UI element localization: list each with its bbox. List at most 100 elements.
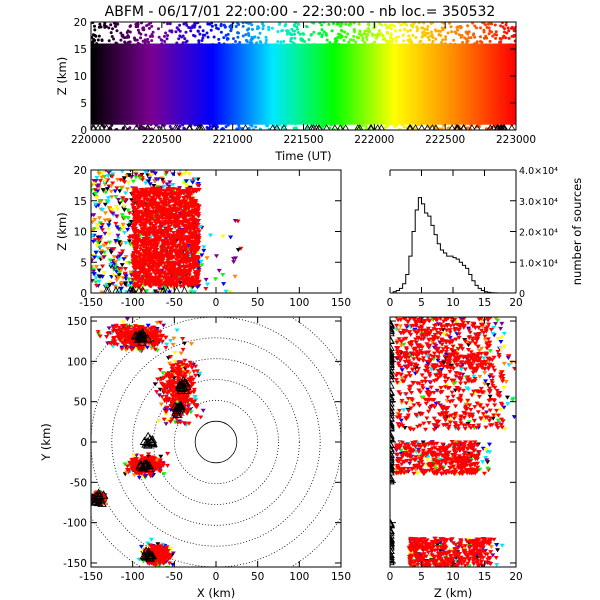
source-point bbox=[95, 240, 101, 245]
source-point bbox=[385, 31, 389, 35]
source-point bbox=[487, 45, 491, 49]
source-point bbox=[181, 278, 187, 283]
ground-marker bbox=[103, 286, 111, 293]
source-point bbox=[107, 39, 111, 43]
source-point bbox=[169, 127, 173, 130]
source-point bbox=[99, 222, 105, 227]
source-point bbox=[443, 42, 447, 46]
source-point bbox=[111, 337, 117, 342]
source-point bbox=[106, 196, 112, 201]
source-point bbox=[138, 544, 144, 549]
source-point bbox=[387, 122, 391, 126]
source-point bbox=[170, 342, 176, 347]
source-point bbox=[195, 257, 201, 262]
source-point bbox=[125, 330, 131, 335]
source-point bbox=[91, 272, 97, 277]
source-point bbox=[122, 462, 128, 467]
source-point bbox=[154, 237, 160, 242]
source-point bbox=[152, 227, 158, 232]
source-point bbox=[430, 33, 434, 37]
source-point bbox=[161, 323, 167, 328]
source-point bbox=[93, 38, 97, 42]
source-point bbox=[232, 218, 238, 223]
source-point bbox=[499, 24, 503, 28]
source-point bbox=[130, 223, 136, 228]
histogram-line bbox=[390, 197, 516, 294]
ground-marker bbox=[424, 124, 431, 130]
source-point bbox=[473, 35, 477, 39]
source-point bbox=[194, 404, 200, 409]
source-point bbox=[170, 389, 176, 394]
ground-marker bbox=[304, 124, 311, 130]
source-point bbox=[247, 33, 251, 37]
source-point bbox=[160, 462, 166, 467]
source-point bbox=[95, 222, 101, 227]
source-point bbox=[210, 24, 214, 28]
source-point bbox=[493, 23, 497, 27]
source-point bbox=[180, 274, 186, 279]
source-point bbox=[122, 180, 128, 185]
source-point bbox=[155, 252, 161, 257]
source-point bbox=[199, 253, 205, 258]
source-point bbox=[113, 330, 119, 335]
source-point bbox=[358, 31, 362, 35]
source-point bbox=[145, 211, 151, 216]
source-point bbox=[137, 283, 143, 288]
source-point bbox=[398, 46, 402, 50]
source-point bbox=[472, 32, 476, 36]
source-point bbox=[169, 402, 175, 407]
source-point bbox=[110, 35, 114, 39]
source-point bbox=[122, 271, 128, 276]
source-point bbox=[147, 221, 153, 226]
source-point bbox=[156, 27, 160, 31]
source-point bbox=[124, 337, 130, 342]
source-point bbox=[154, 464, 160, 469]
source-point bbox=[401, 33, 405, 37]
source-point bbox=[93, 280, 99, 285]
source-point bbox=[405, 23, 409, 27]
source-point bbox=[153, 190, 159, 195]
source-point bbox=[205, 282, 211, 287]
source-point bbox=[119, 38, 123, 42]
source-point bbox=[103, 22, 107, 25]
source-point bbox=[141, 28, 145, 32]
source-point bbox=[104, 170, 108, 173]
source-point bbox=[150, 195, 156, 200]
source-point bbox=[264, 41, 268, 45]
source-point bbox=[401, 122, 405, 126]
source-point bbox=[164, 188, 170, 193]
source-point bbox=[126, 235, 132, 240]
source-point bbox=[213, 254, 219, 259]
source-point bbox=[482, 46, 486, 50]
source-point bbox=[285, 32, 289, 36]
source-point bbox=[456, 25, 460, 29]
x-tick-label: 15 bbox=[478, 297, 491, 309]
source-point bbox=[203, 33, 207, 37]
source-point bbox=[116, 240, 122, 245]
source-point bbox=[173, 257, 179, 262]
source-point bbox=[170, 397, 176, 402]
source-point bbox=[450, 30, 454, 34]
source-point bbox=[160, 376, 166, 381]
source-point bbox=[466, 39, 470, 43]
source-point bbox=[325, 38, 329, 42]
source-point bbox=[137, 174, 143, 179]
source-point bbox=[164, 221, 170, 226]
source-point bbox=[136, 237, 142, 242]
source-point bbox=[95, 189, 101, 194]
source-point bbox=[447, 22, 451, 25]
source-point bbox=[187, 283, 193, 288]
source-point bbox=[91, 188, 95, 193]
source-point bbox=[324, 32, 328, 36]
source-point bbox=[255, 41, 259, 45]
source-point bbox=[357, 45, 361, 49]
source-point bbox=[477, 44, 481, 48]
source-point bbox=[165, 463, 171, 468]
source-point bbox=[174, 236, 180, 241]
source-point bbox=[114, 186, 120, 191]
source-point bbox=[119, 263, 125, 268]
source-point bbox=[189, 362, 195, 367]
range-ring bbox=[194, 420, 238, 464]
source-point bbox=[261, 27, 265, 31]
source-point bbox=[330, 29, 334, 33]
